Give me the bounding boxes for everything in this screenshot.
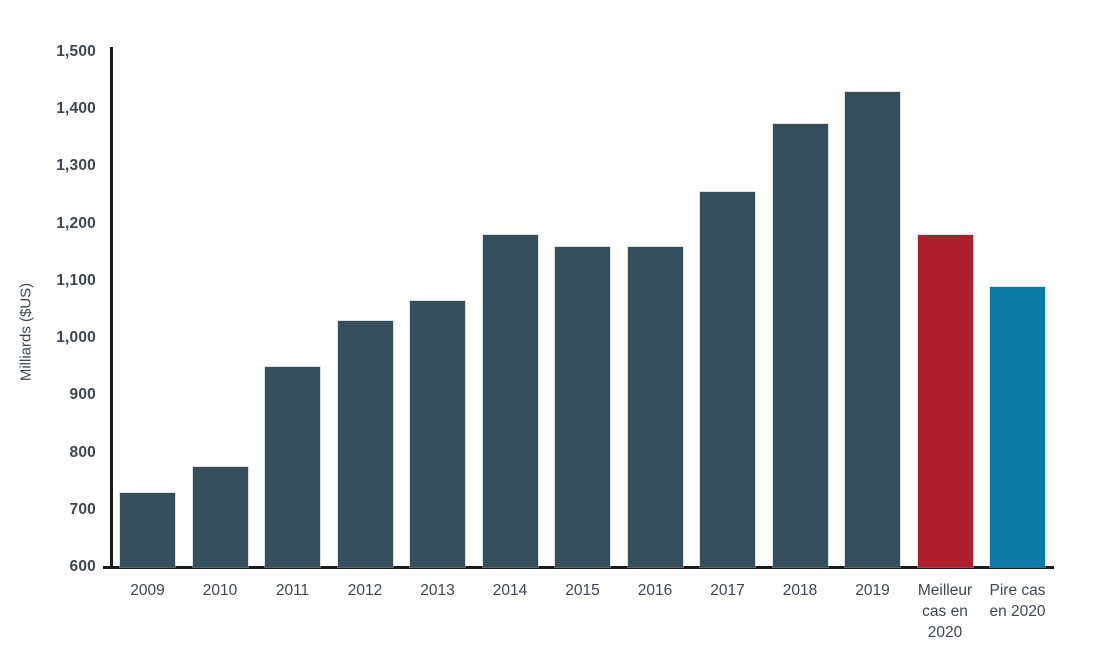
plot-area bbox=[112, 52, 1055, 567]
x-axis-tick-line: 2012 bbox=[347, 582, 383, 599]
x-axis-tick-line: en 2020 bbox=[989, 603, 1046, 620]
x-axis-tick-line: Meilleur bbox=[917, 582, 973, 599]
y-axis-tick-label: 800 bbox=[69, 443, 96, 461]
x-axis-tick-line: 2013 bbox=[420, 582, 455, 599]
bar-2012 bbox=[337, 320, 393, 567]
x-axis-tick-line: Pire cas bbox=[989, 582, 1046, 599]
x-axis-tick-line: 2017 bbox=[710, 582, 745, 599]
bar-2018 bbox=[772, 123, 828, 567]
y-axis-line bbox=[110, 47, 113, 569]
x-axis-tick-label: 2019 bbox=[827, 580, 919, 601]
x-axis-tick-label: 2013 bbox=[392, 580, 484, 601]
x-axis-tick-line: 2011 bbox=[275, 582, 310, 599]
y-axis-tick-label: 600 bbox=[69, 558, 96, 575]
bar-2015 bbox=[555, 246, 610, 567]
x-axis-tick-label: Meilleur cas en 2020 bbox=[899, 580, 991, 643]
bar-2014 bbox=[482, 235, 538, 567]
x-axis-tick-line: 2015 bbox=[565, 582, 600, 599]
x-axis-tick-line: 2016 bbox=[637, 582, 673, 599]
y-axis-tick-label: 900 bbox=[69, 386, 96, 404]
x-axis-tick-line: 2018 bbox=[782, 582, 818, 599]
x-axis-tick-line: 2020 bbox=[927, 624, 963, 641]
x-axis-tick-line: 2019 bbox=[855, 582, 890, 599]
y-axis-tick-label: 1,400 bbox=[56, 100, 96, 118]
x-axis-tick-label: 2010 bbox=[174, 580, 266, 601]
x-axis-tick-label: 2016 bbox=[609, 580, 701, 601]
bar-2016 bbox=[627, 246, 683, 567]
x-axis-tick-label: 2015 bbox=[537, 580, 629, 601]
y-axis-tick-label: 1,300 bbox=[56, 157, 96, 175]
y-axis-tick-label: 1,200 bbox=[56, 214, 96, 232]
x-axis-tick-line: 2010 bbox=[202, 582, 238, 599]
x-axis-line bbox=[103, 566, 1054, 569]
bar-2010 bbox=[192, 466, 248, 567]
x-axis-tick-line: 2014 bbox=[492, 582, 528, 599]
x-axis-tick-label: 2017 bbox=[682, 580, 774, 601]
y-axis-tick-label: 700 bbox=[69, 500, 96, 518]
bar-2009 bbox=[120, 492, 175, 567]
x-axis-tick-line: 2009 bbox=[130, 582, 165, 599]
bar-2017 bbox=[700, 192, 755, 567]
x-axis-tick-label: Pire cas en 2020 bbox=[972, 580, 1064, 622]
bar-2013 bbox=[410, 300, 465, 567]
bar-2011 bbox=[265, 366, 320, 567]
x-axis-tick-label: 2012 bbox=[319, 580, 411, 601]
y-axis-tick-label: 1,000 bbox=[56, 329, 96, 347]
x-axis-tick-label: 2009 bbox=[102, 580, 194, 601]
bar-meilleur-cas-en-2020 bbox=[917, 235, 973, 567]
y-axis-tick-label: 1,100 bbox=[56, 271, 96, 289]
x-axis-tick-label: 2011 bbox=[247, 580, 339, 601]
x-axis-tick-label: 2014 bbox=[464, 580, 556, 601]
x-axis-tick-label: 2018 bbox=[754, 580, 846, 601]
bar-pire-cas-en-2020 bbox=[990, 286, 1045, 567]
x-axis-tick-line: cas en bbox=[922, 603, 968, 620]
y-axis-tick-label: 1,500 bbox=[56, 43, 96, 60]
bar-2019 bbox=[845, 92, 900, 567]
